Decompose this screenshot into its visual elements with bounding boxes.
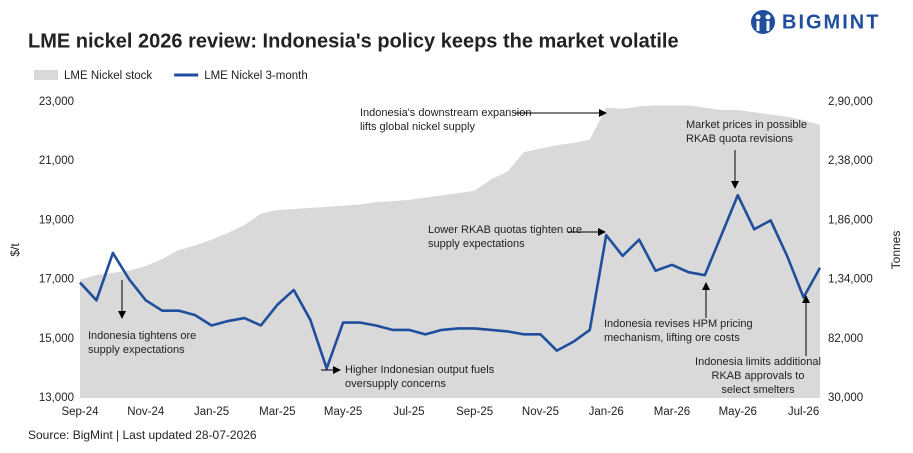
y-tick-label: 13,000 [39,392,74,404]
chart-title: LME nickel 2026 review: Indonesia's poli… [28,30,679,52]
price-line [79,193,822,370]
annotation: Higher Indonesian output fuels oversupply… [321,364,495,390]
x-tick-label: Nov-24 [127,406,165,418]
annotation-text: Indonesia revises HPM pricing [604,318,753,330]
legend-swatch [34,70,58,80]
annotation-text: Lower RKAB quotas tighten ore [428,224,582,236]
x-tick-label: Nov-25 [522,406,559,418]
annotation-text: mechanism, lifting ore costs [604,332,740,344]
annotation-text: Indonesia tightens ore [88,330,196,342]
y-axis-label: $/t [8,243,22,257]
y2-tick-label: 82,000 [828,333,863,345]
y2-tick-label: 2,38,000 [828,155,873,167]
y-tick-label: 19,000 [39,214,74,226]
x-tick-label: Jul-25 [393,406,424,418]
annotation: Indonesia limits additional RKAB approval… [695,295,821,396]
annotation-text: supply expectations [88,344,185,356]
annotation-text: select smelters [721,384,795,396]
y2-tick-label: 30,000 [828,392,863,404]
annotation: Market prices in possible RKAB quota revi… [686,119,807,189]
annotation-text: Indonesia limits additional [695,356,821,368]
y2-tick-label: 1,34,000 [828,274,873,286]
legend-label: LME Nickel stock [64,70,152,82]
y2-tick-label: 1,86,000 [828,214,873,226]
brand: BIGMINT [782,11,880,33]
annotation: Indonesia's downstream expansion lifts gl… [360,107,607,133]
annotation: Indonesia revises HPM pricing mechanism, … [604,282,753,344]
source: Source: BigMint | Last updated 28-07-202… [28,428,257,442]
x-tick-label: May-26 [719,406,757,418]
annotation-text: Indonesia's downstream expansion [360,107,531,119]
x-tick-label: Mar-25 [259,406,295,418]
y-tick-label: 15,000 [39,333,74,345]
x-tick-label: Jan-26 [589,406,624,418]
annotation-text: supply expectations [428,238,525,250]
stock-area [80,105,820,399]
y-tick-label: 21,000 [39,155,74,167]
x-tick-label: Jan-25 [194,406,229,418]
y-tick-label: 23,000 [39,96,74,108]
annotation-text: oversupply concerns [345,378,446,390]
legend: LME Nickel stock LME Nickel 3-month [34,70,308,82]
x-tick-label: May-25 [324,406,362,418]
annotation-text: RKAB approvals to [712,370,805,382]
y2-axis-label: Tonnes [889,231,903,270]
annotation: Indonesia tightens ore supply expectation… [88,280,196,356]
annotation-text: Higher Indonesian output fuels [345,364,495,376]
x-tick-label: Jul-26 [788,406,819,418]
annotation: Lower RKAB quotas tighten ore supply expe… [428,224,606,250]
y-tick-label: 17,000 [39,274,74,286]
y2-tick-label: 2,90,000 [828,96,873,108]
logo: BIGMINT [751,10,880,34]
annotation-text: lifts global nickel supply [360,121,475,133]
legend-label: LME Nickel 3-month [204,70,308,82]
x-tick-label: Sep-24 [61,406,99,418]
annotation-text: RKAB quota revisions [686,133,793,145]
x-tick-label: Sep-25 [456,406,493,418]
x-tick-label: Mar-26 [654,406,690,418]
annotation-text: Market prices in possible [686,119,807,131]
